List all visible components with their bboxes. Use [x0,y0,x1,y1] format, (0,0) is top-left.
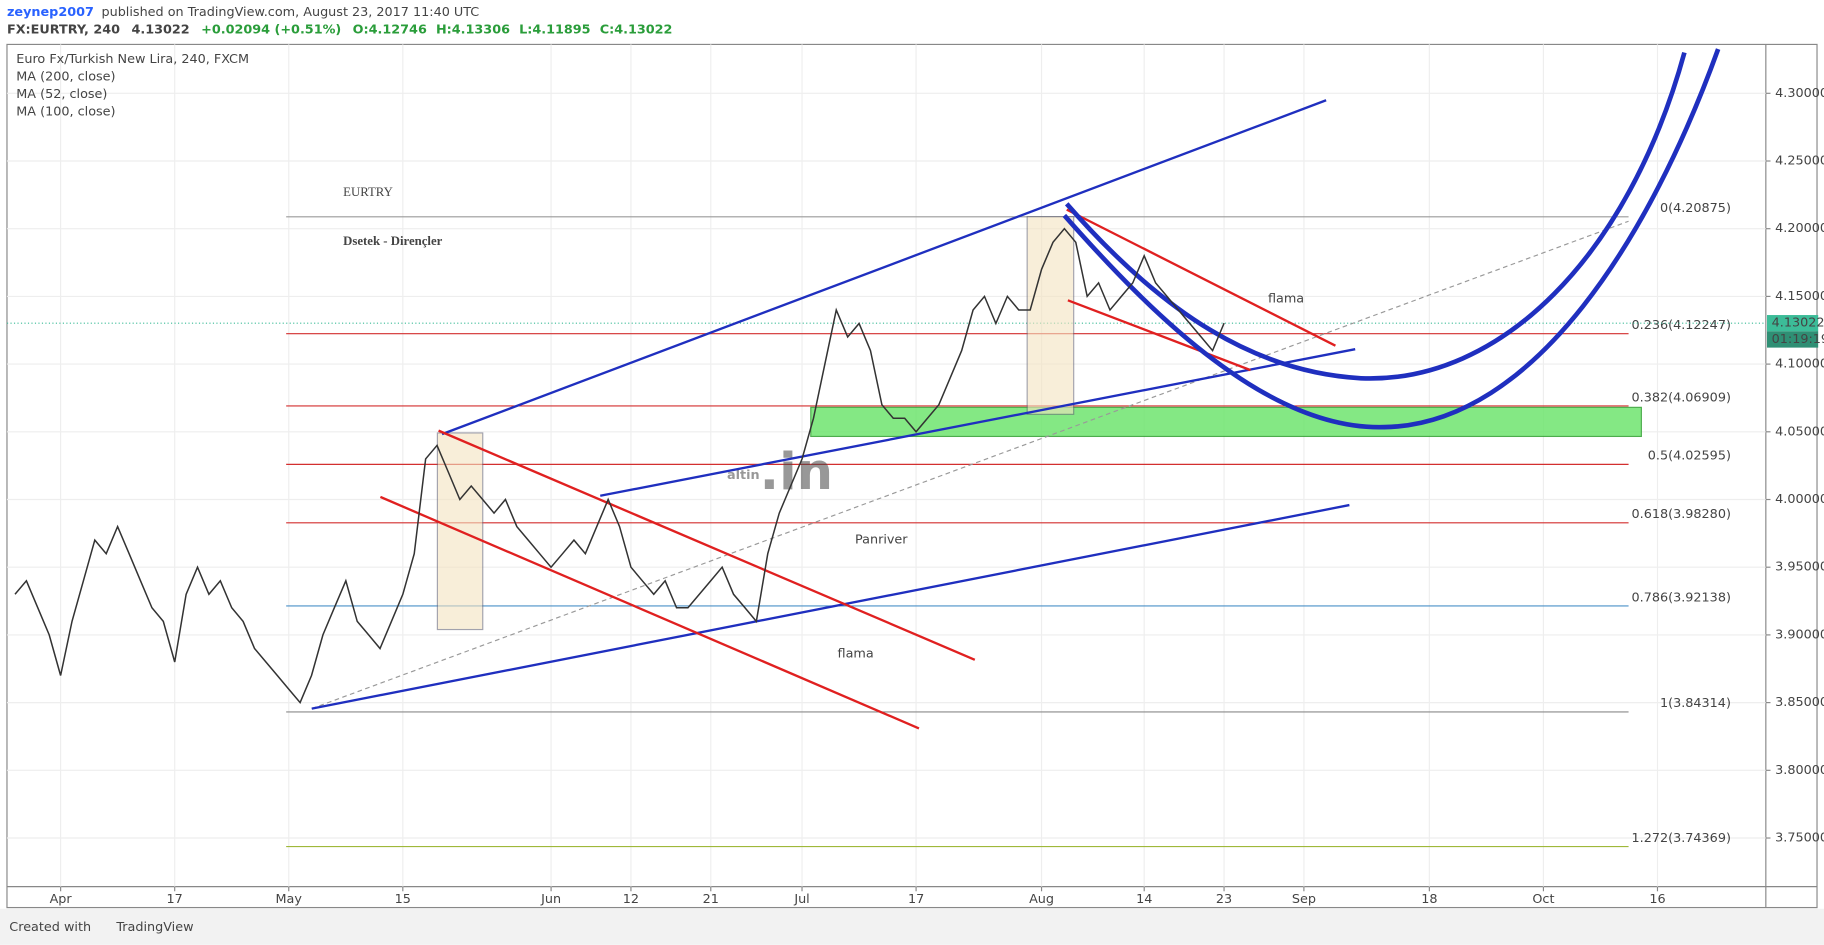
trend-line [311,503,1350,710]
watermark-sub: Panriver [855,532,908,547]
grid: 0(4.20875) 0.236(4.12247) 0.382(4.06909) 0.… [6,44,1766,887]
x-tick-label: Sep [1292,892,1316,907]
author[interactable]: zeynep2007 [7,4,94,19]
x-tick-label: Jun [540,892,561,907]
x-tick-label: Jul [793,892,809,907]
x-tick-label: Oct [1532,892,1554,907]
symbol: FX:EURTRY, 240 [7,22,120,37]
x-tick-label: 21 [703,892,719,907]
last: 4.13022 [131,22,189,37]
open: O:4.12746 [353,22,427,37]
annotation: EURTRY [343,185,393,199]
legend-entry: MA (200, close) [16,69,115,84]
x-tick-label: 12 [623,892,639,907]
y-tick-label: 3.75000 [1775,831,1824,846]
low: L:4.11895 [519,22,590,37]
frame [6,43,1818,909]
x-tick-label: May [276,892,303,907]
diagonal [311,220,1629,710]
flag-line [1067,299,1251,372]
trend-line [441,99,1327,436]
fib-label: 1.272(3.74369) [1632,831,1731,846]
fib-label: 0(4.20875) [1660,201,1731,216]
y-tick-label: 4.05000 [1775,424,1824,439]
fib-label: 0.786(3.92138) [1632,590,1731,605]
published: published on TradingView.com, August 23,… [101,4,479,19]
high: H:4.13306 [436,22,510,37]
close: C:4.13022 [600,22,673,37]
y-tick-label: 3.95000 [1775,560,1824,575]
flag-line [1066,208,1336,347]
y-tick-label: 4.25000 [1775,154,1824,169]
last-price-label: 4.13022 [1772,316,1824,331]
header-line: zeynep2007 published on TradingView.com,… [7,4,479,19]
legend-entry: Euro Fx/Turkish New Lira, 240, FXCM [16,52,249,67]
x-tick-label: 14 [1136,892,1152,907]
legend-entry: MA (100, close) [16,104,115,119]
countdown-box [1767,331,1819,348]
x-tick-label: 15 [395,892,411,907]
flag-line [379,495,920,730]
legend-entry: MA (52, close) [16,87,107,102]
x-tick-label: 17 [908,892,924,907]
price-line [14,227,1225,705]
fib-label: 0.618(3.98280) [1632,507,1731,522]
y-tick-label: 3.85000 [1775,695,1824,710]
series [14,227,1225,705]
annotation: Dsetek - Dirençler [343,234,442,248]
y-tick-label: 3.90000 [1775,627,1824,642]
x-tick-label: 23 [1216,892,1232,907]
x-tick-label: 18 [1421,892,1437,907]
fib-label: 0.5(4.02595) [1648,449,1731,464]
footer-bar [0,908,1824,945]
symbol-line: FX:EURTRY, 240 4.13022 +0.02094 (+0.51%)… [7,22,672,37]
drawings: altin.in Panriver EURTRY Dsetek - Direnç… [311,48,1721,730]
y-tick-label: 4.15000 [1775,289,1824,304]
x-tick-label: 16 [1649,892,1665,907]
y-tick-label: 4.30000 [1775,86,1824,101]
annotation: flama [1268,292,1304,307]
x-tick-label: Aug [1029,892,1054,907]
y-tick-label: 4.10000 [1775,357,1824,372]
range-box [1026,216,1075,415]
fib-label: 1(3.84314) [1660,696,1731,711]
x-tick-label: 17 [167,892,183,907]
labels: Euro Fx/Turkish New Lira, 240, FXCM MA (2… [16,52,1824,907]
y-tick-label: 4.00000 [1775,492,1824,507]
fib-label: 0.382(4.06909) [1632,390,1731,405]
x-tick-label: Apr [50,892,73,907]
watermark-main: altin [727,467,760,482]
annotation: flama [838,646,874,661]
footer-brand[interactable]: TradingView [115,920,193,935]
curve [1062,48,1721,430]
support-zone [810,406,1642,438]
countdown-label: 01:19:19 [1772,332,1824,347]
curve [1064,51,1687,381]
last-price-box [1767,315,1819,332]
y-tick-label: 3.80000 [1775,763,1824,778]
fib-label: 0.236(4.12247) [1632,318,1731,333]
change: +0.02094 (+0.51%) [201,22,341,37]
flag-line [438,429,976,661]
footer-text: Created with [9,920,91,935]
y-tick-label: 4.20000 [1775,221,1824,236]
